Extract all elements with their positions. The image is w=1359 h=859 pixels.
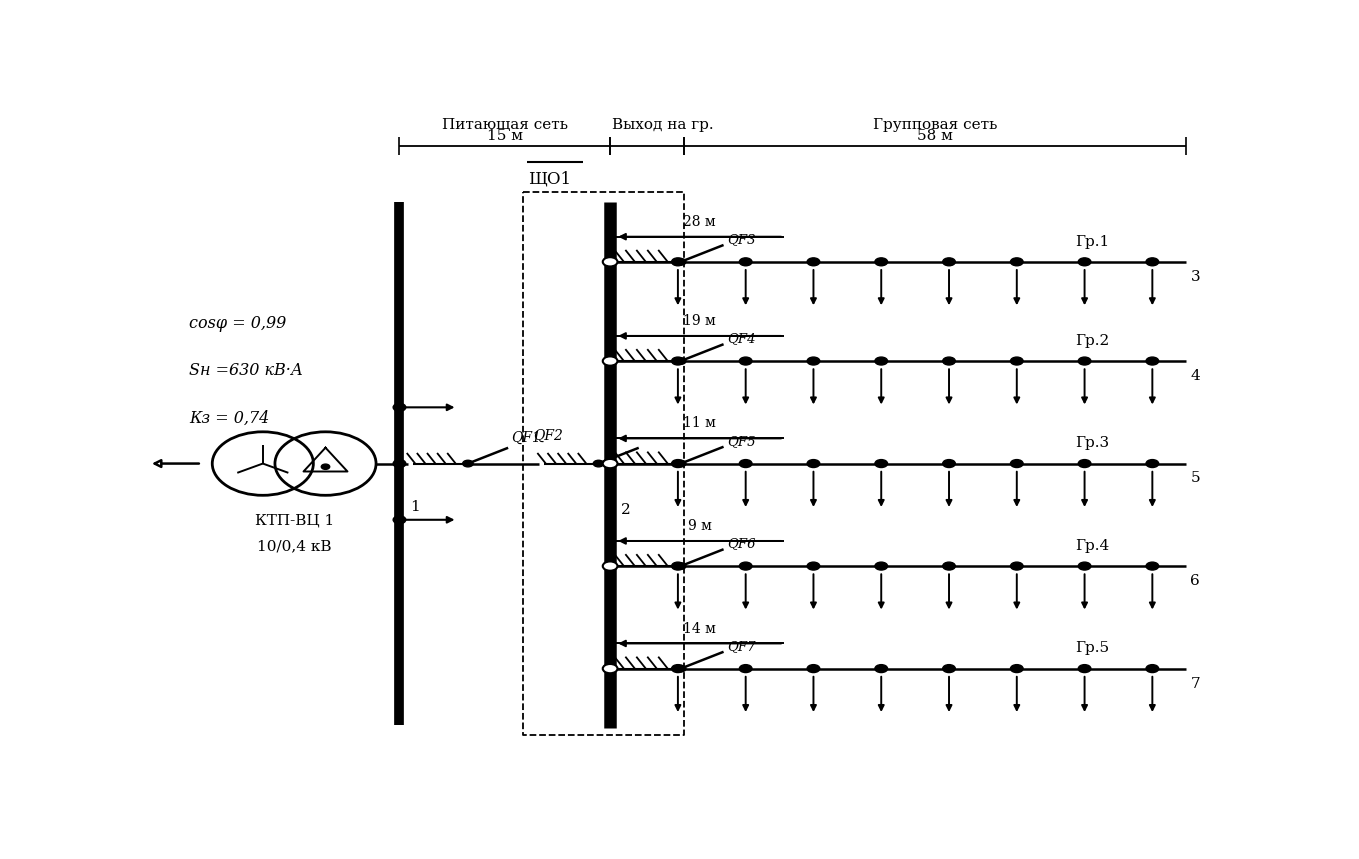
- Circle shape: [1011, 258, 1023, 265]
- Text: ЩО1: ЩО1: [529, 170, 571, 187]
- Circle shape: [393, 460, 406, 467]
- Circle shape: [739, 665, 752, 673]
- Circle shape: [603, 459, 617, 468]
- Text: QF7: QF7: [727, 640, 756, 653]
- Circle shape: [875, 460, 887, 467]
- Text: Выход на гр.: Выход на гр.: [612, 118, 713, 131]
- Text: Групповая сеть: Групповая сеть: [872, 118, 998, 131]
- Circle shape: [807, 665, 819, 673]
- Circle shape: [739, 562, 752, 570]
- Circle shape: [1011, 357, 1023, 365]
- Text: cosφ = 0,99: cosφ = 0,99: [189, 314, 287, 332]
- Circle shape: [1078, 258, 1091, 265]
- Circle shape: [943, 357, 955, 365]
- Circle shape: [943, 258, 955, 265]
- Circle shape: [1078, 562, 1091, 570]
- Circle shape: [1011, 562, 1023, 570]
- Circle shape: [675, 460, 686, 467]
- Circle shape: [1146, 562, 1159, 570]
- Text: Гр.3: Гр.3: [1076, 436, 1110, 450]
- Circle shape: [807, 258, 819, 265]
- Circle shape: [1078, 460, 1091, 467]
- Circle shape: [603, 664, 617, 673]
- Circle shape: [671, 460, 684, 467]
- Circle shape: [943, 460, 955, 467]
- Text: 2: 2: [621, 503, 631, 517]
- Text: Гр.5: Гр.5: [1076, 642, 1110, 655]
- Text: QF3: QF3: [727, 234, 756, 247]
- Text: 1: 1: [410, 500, 420, 514]
- Circle shape: [1146, 357, 1159, 365]
- Circle shape: [1078, 357, 1091, 365]
- Circle shape: [875, 665, 887, 673]
- Text: Sн =630 кВ·А: Sн =630 кВ·А: [189, 362, 303, 380]
- Text: 9 м: 9 м: [688, 519, 712, 533]
- Circle shape: [943, 665, 955, 673]
- Circle shape: [1146, 460, 1159, 467]
- Circle shape: [675, 563, 686, 570]
- Text: КТП-ВЦ 1: КТП-ВЦ 1: [254, 513, 334, 527]
- Text: 14 м: 14 м: [684, 622, 716, 636]
- Circle shape: [603, 460, 617, 467]
- Text: 58 м: 58 м: [917, 130, 953, 143]
- Circle shape: [671, 357, 684, 365]
- Text: 19 м: 19 м: [684, 314, 716, 328]
- Text: 15 м: 15 м: [487, 130, 523, 143]
- Circle shape: [875, 258, 887, 265]
- Text: 3: 3: [1190, 270, 1200, 283]
- Circle shape: [739, 460, 752, 467]
- Text: QF4: QF4: [727, 332, 756, 345]
- Text: QF5: QF5: [727, 435, 756, 448]
- Circle shape: [1146, 665, 1159, 673]
- Text: Питающая сеть: Питающая сеть: [442, 118, 568, 131]
- Circle shape: [1146, 258, 1159, 265]
- Circle shape: [875, 357, 887, 365]
- Text: QF2: QF2: [533, 429, 563, 442]
- Text: Гр.1: Гр.1: [1076, 235, 1110, 248]
- Circle shape: [393, 515, 406, 524]
- Text: Гр.4: Гр.4: [1076, 539, 1110, 553]
- Text: 11 м: 11 м: [684, 417, 716, 430]
- Circle shape: [603, 257, 617, 266]
- Circle shape: [462, 460, 473, 467]
- Text: QF6: QF6: [727, 538, 756, 551]
- Text: 28 м: 28 м: [684, 215, 716, 228]
- Circle shape: [671, 258, 684, 265]
- Circle shape: [671, 665, 684, 673]
- Circle shape: [321, 464, 330, 469]
- Circle shape: [1078, 665, 1091, 673]
- Circle shape: [671, 562, 684, 570]
- Circle shape: [675, 259, 686, 265]
- Text: 7: 7: [1190, 677, 1200, 691]
- Circle shape: [675, 666, 686, 672]
- Text: Кз = 0,74: Кз = 0,74: [189, 410, 269, 427]
- Circle shape: [807, 562, 819, 570]
- Circle shape: [943, 562, 955, 570]
- Circle shape: [675, 357, 686, 364]
- Circle shape: [603, 562, 617, 570]
- Circle shape: [603, 356, 617, 366]
- Circle shape: [807, 357, 819, 365]
- Circle shape: [875, 562, 887, 570]
- Text: 10/0,4 кВ: 10/0,4 кВ: [257, 539, 332, 553]
- Circle shape: [1011, 665, 1023, 673]
- Circle shape: [1011, 460, 1023, 467]
- Circle shape: [807, 460, 819, 467]
- Text: Гр.2: Гр.2: [1076, 334, 1110, 348]
- Circle shape: [393, 404, 406, 411]
- Text: QF1: QF1: [511, 431, 541, 445]
- Text: 5: 5: [1190, 472, 1200, 485]
- Circle shape: [594, 460, 603, 467]
- Circle shape: [739, 258, 752, 265]
- Text: 6: 6: [1190, 574, 1200, 588]
- Text: 4: 4: [1190, 369, 1200, 383]
- Circle shape: [739, 357, 752, 365]
